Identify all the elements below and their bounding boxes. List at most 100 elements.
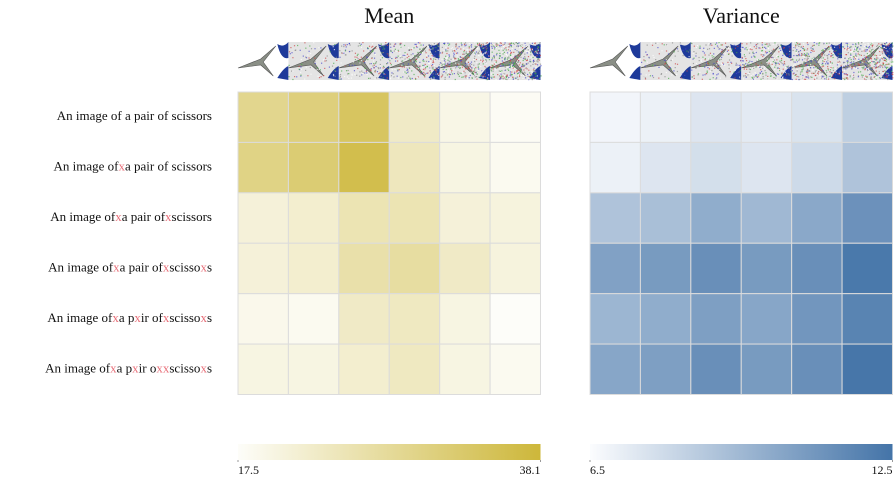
noise [505, 65, 506, 66]
noise [425, 52, 426, 53]
noise [431, 75, 432, 76]
noise [798, 60, 799, 61]
noise [419, 62, 420, 63]
noise [754, 51, 755, 52]
noise [773, 44, 774, 45]
noise [797, 70, 798, 71]
noise [716, 74, 717, 75]
noise [779, 61, 780, 62]
noise [857, 57, 858, 58]
noise [447, 60, 448, 61]
noise [382, 49, 383, 50]
noise [867, 43, 868, 44]
noise [540, 55, 541, 56]
noise [739, 71, 740, 72]
noise [753, 53, 754, 54]
noise [311, 48, 312, 49]
noise [510, 55, 511, 56]
noise [671, 74, 672, 75]
noise [428, 61, 429, 62]
noise [824, 59, 825, 60]
noise [527, 51, 528, 52]
noise [810, 47, 811, 48]
noise [815, 66, 816, 67]
noise [492, 58, 493, 59]
heatmap-cell [842, 344, 892, 394]
noise [839, 54, 840, 55]
noise [707, 62, 708, 63]
noise [525, 59, 526, 60]
noise [762, 78, 763, 79]
noise [500, 66, 501, 67]
noise [850, 46, 851, 47]
noise [369, 51, 370, 52]
noise [447, 43, 448, 44]
noise [870, 77, 871, 78]
noise [333, 63, 334, 64]
noise [482, 75, 483, 76]
noise [807, 58, 808, 59]
noise [424, 75, 425, 76]
noise [470, 63, 471, 64]
noise [386, 63, 387, 64]
noise [357, 68, 358, 69]
noise [434, 60, 435, 61]
noise [408, 76, 409, 77]
noise [819, 42, 820, 43]
noise [469, 46, 470, 47]
noise [537, 77, 538, 78]
colorbar-tick-label: 17.5 [238, 463, 259, 477]
noise [503, 65, 504, 66]
noise [692, 77, 693, 78]
noise [647, 54, 648, 55]
noise [765, 51, 766, 52]
noise [869, 46, 870, 47]
noise [743, 75, 744, 76]
noise [447, 57, 448, 58]
noise [444, 71, 445, 72]
noise [749, 69, 750, 70]
noise [375, 48, 376, 49]
noise [876, 46, 877, 47]
noise [502, 60, 503, 61]
row-label-part: a pair of [122, 209, 166, 224]
noise [451, 65, 452, 66]
noise [516, 70, 517, 71]
noise [657, 43, 658, 44]
noise [810, 76, 811, 77]
heatmap-cell [792, 193, 842, 243]
noise [725, 43, 726, 44]
thumbnail [741, 42, 792, 80]
noise [887, 42, 888, 43]
noise [871, 74, 872, 75]
heatmap-cell [389, 142, 439, 192]
noise [829, 43, 830, 44]
noise [866, 57, 867, 58]
noise [449, 61, 450, 62]
noise [843, 62, 844, 63]
noise [425, 69, 426, 70]
noise [456, 45, 457, 46]
noise [768, 55, 769, 56]
noise [502, 76, 503, 77]
noise [335, 76, 336, 77]
noise [804, 53, 805, 54]
noise [395, 43, 396, 44]
noise [508, 45, 509, 46]
noise [837, 47, 838, 48]
noise [483, 54, 484, 55]
noise [307, 75, 308, 76]
noise [862, 48, 863, 49]
noise [761, 52, 762, 53]
noise [882, 48, 883, 49]
noise [404, 55, 405, 56]
noise [767, 58, 768, 59]
noise [494, 57, 495, 58]
noise [398, 50, 399, 51]
noise [329, 47, 330, 48]
noise [872, 45, 873, 46]
heatmap-cell [440, 243, 490, 293]
noise [476, 51, 477, 52]
noise [801, 69, 802, 70]
heatmap-cell [842, 294, 892, 344]
